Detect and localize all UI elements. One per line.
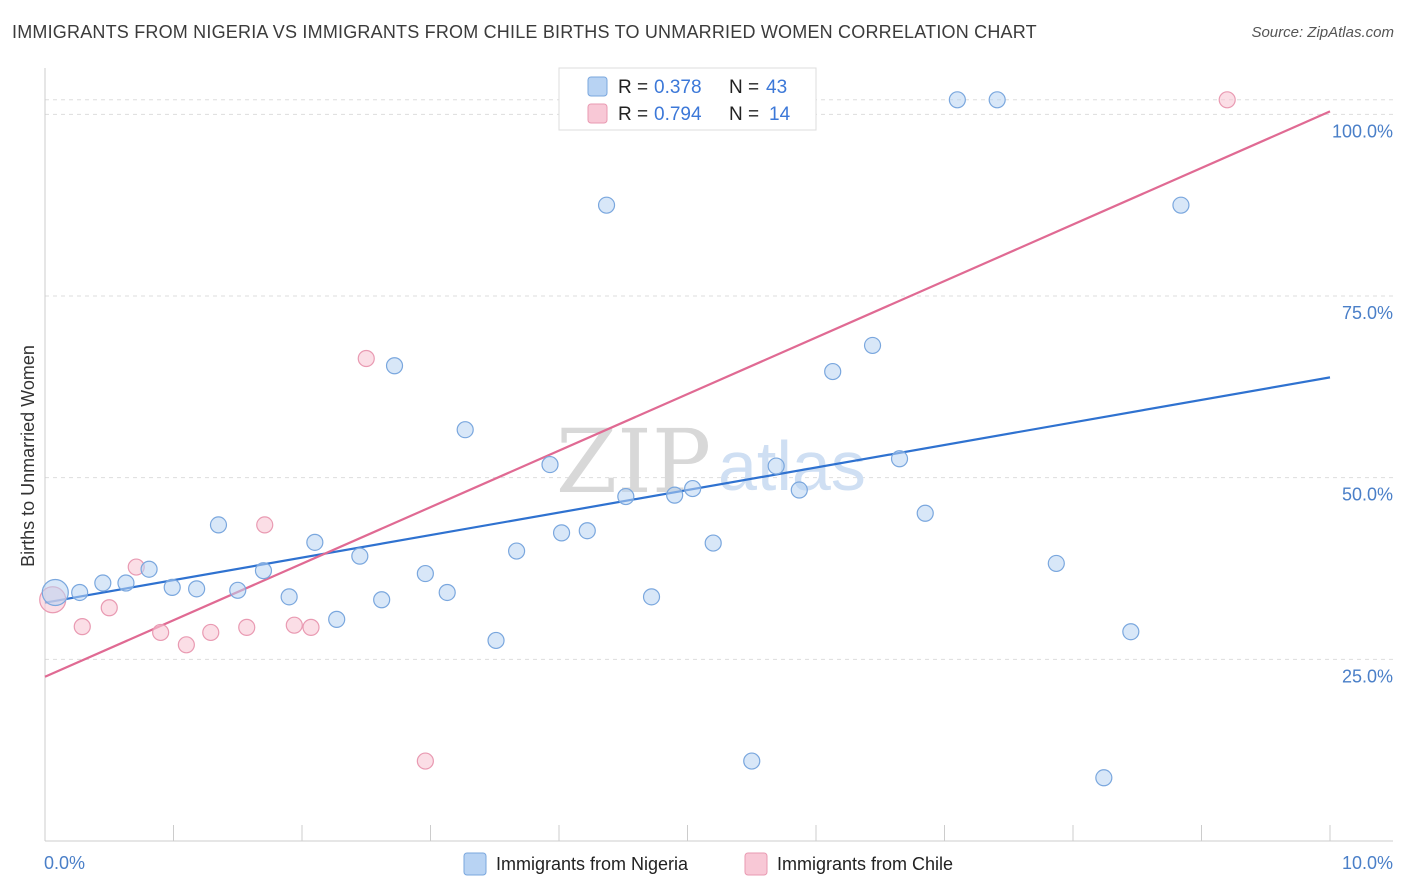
point-chile-4: [152, 623, 170, 642]
axes: [44, 68, 1393, 842]
point-nigeria-29: [704, 534, 722, 552]
x-tick-label-max: 10.0%: [1342, 853, 1393, 873]
point-nigeria-33: [824, 362, 842, 381]
point-nigeria-12: [328, 610, 346, 628]
point-nigeria-37: [948, 91, 966, 109]
point-nigeria-0: [41, 578, 69, 607]
chart-title: IMMIGRANTS FROM NIGERIA VS IMMIGRANTS FR…: [12, 22, 1037, 42]
y-tick-label-75: 75.0%: [1342, 303, 1393, 323]
y-tick-labels: 25.0% 50.0% 75.0% 100.0%: [1332, 121, 1393, 686]
stats-legend: R = 0.378 N = 43 R = 0.794 N = 14: [558, 67, 817, 131]
point-nigeria-25: [617, 487, 635, 506]
point-chile-7: [238, 618, 256, 636]
legend-r-value-nigeria: 0.378: [654, 77, 702, 98]
point-nigeria-1: [71, 583, 89, 602]
trend-line-chile: [44, 110, 1331, 678]
point-nigeria-11: [306, 533, 324, 551]
point-nigeria-34: [863, 336, 882, 355]
point-nigeria-6: [188, 580, 206, 598]
point-chile-9: [285, 616, 303, 634]
point-nigeria-32: [790, 481, 808, 499]
point-nigeria-21: [541, 455, 559, 474]
point-nigeria-27: [666, 486, 684, 504]
point-nigeria-23: [578, 522, 596, 540]
point-chile-12: [416, 752, 434, 770]
point-nigeria-2: [94, 574, 112, 592]
point-nigeria-41: [1122, 623, 1140, 641]
point-nigeria-15: [385, 357, 404, 375]
legend-n-value-chile: 14: [769, 104, 791, 125]
point-nigeria-24: [597, 196, 616, 214]
point-nigeria-10: [280, 588, 298, 606]
point-nigeria-4: [140, 560, 158, 578]
legend-n-label-nigeria: N =: [729, 77, 759, 98]
data-points: [39, 91, 1236, 787]
point-chile-1: [73, 618, 91, 636]
legend-swatch-nigeria: [587, 76, 608, 97]
source-label: Source: ZipAtlas.com: [1251, 24, 1394, 41]
point-nigeria-7: [209, 516, 228, 534]
point-nigeria-9: [254, 562, 273, 580]
series-legend-label-chile: Immigrants from Chile: [777, 854, 953, 874]
point-nigeria-20: [507, 542, 526, 560]
point-nigeria-30: [743, 752, 761, 770]
point-chile-11: [357, 349, 375, 368]
point-nigeria-19: [487, 631, 505, 650]
point-nigeria-5: [163, 578, 181, 596]
point-nigeria-28: [684, 479, 702, 498]
point-nigeria-13: [351, 547, 369, 565]
legend-n-value-nigeria: 43: [766, 77, 787, 98]
series-legend: Immigrants from Nigeria Immigrants from …: [463, 852, 953, 876]
point-nigeria-38: [988, 91, 1006, 109]
point-nigeria-39: [1047, 554, 1065, 573]
point-chile-5: [177, 636, 195, 654]
series-legend-swatch-nigeria: [463, 852, 487, 876]
point-chile-10: [302, 618, 320, 636]
y-axis-title: Births to Unmarried Women: [18, 345, 38, 567]
y-tick-label-100: 100.0%: [1332, 121, 1393, 141]
y-tick-label-50: 50.0%: [1342, 485, 1393, 505]
x-tick-label-min: 0.0%: [44, 853, 85, 873]
legend-n-label-chile: N =: [729, 104, 759, 125]
point-chile-8: [256, 516, 274, 534]
point-nigeria-36: [916, 504, 934, 522]
watermark: ZIP atlas: [556, 410, 866, 513]
point-chile-13: [1218, 91, 1236, 109]
series-legend-swatch-chile: [744, 852, 768, 876]
legend-r-label-chile: R =: [618, 104, 648, 125]
point-nigeria-8: [229, 581, 247, 599]
point-nigeria-22: [552, 524, 571, 542]
point-nigeria-17: [438, 583, 456, 602]
legend-swatch-chile: [587, 103, 608, 124]
point-chile-6: [202, 623, 220, 642]
point-nigeria-16: [416, 564, 434, 583]
point-nigeria-35: [890, 450, 909, 468]
y-tick-label-25: 25.0%: [1342, 666, 1393, 686]
series-legend-label-nigeria: Immigrants from Nigeria: [496, 854, 689, 874]
point-nigeria-3: [117, 574, 135, 592]
legend-r-label-nigeria: R =: [618, 77, 648, 98]
point-nigeria-14: [373, 591, 391, 609]
legend-r-value-chile: 0.794: [654, 104, 702, 125]
point-nigeria-18: [456, 421, 474, 439]
point-nigeria-40: [1095, 769, 1113, 787]
point-nigeria-26: [642, 588, 661, 606]
point-nigeria-31: [767, 457, 785, 475]
point-nigeria-42: [1172, 196, 1190, 214]
point-chile-2: [100, 599, 118, 617]
